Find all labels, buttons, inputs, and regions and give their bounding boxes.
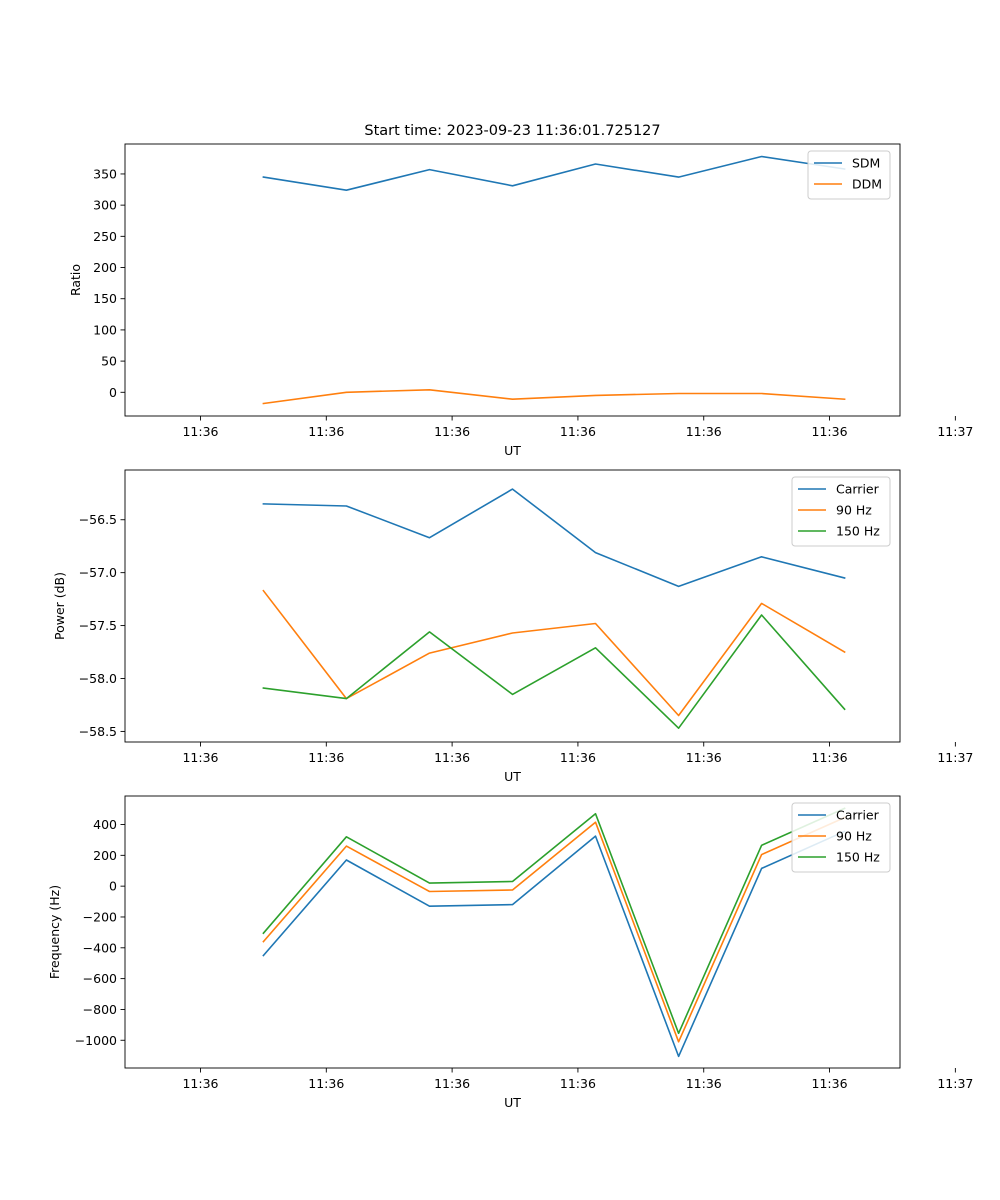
legend: Carrier 90 Hz 150 Hz <box>791 802 891 873</box>
x-tick-label: 11:36 <box>812 1076 848 1091</box>
series-line-carrier <box>262 830 846 1058</box>
x-axis-label: UT <box>504 443 521 458</box>
y-tick-label: −57.5 <box>79 618 117 633</box>
y-tick-label: 50 <box>101 354 117 369</box>
plots: Start time: 2023-09-23 11:36:01.725127 11… <box>47 123 973 1110</box>
y-axis-label: Ratio <box>68 264 83 296</box>
y-tick-label: −800 <box>83 1002 117 1017</box>
x-tick-label: 11:36 <box>308 424 344 439</box>
y-tick-label: −1000 <box>75 1033 117 1048</box>
y-tick-label: 200 <box>93 260 117 275</box>
legend-label: 150 Hz <box>836 524 880 539</box>
x-tick-label: 11:36 <box>812 424 848 439</box>
axes-frame <box>124 469 901 743</box>
x-tick-label: 11:36 <box>182 1076 218 1091</box>
legend-label: SDM <box>852 156 880 171</box>
legend-label: Carrier <box>836 808 880 823</box>
series-line-sdm <box>262 155 846 191</box>
series-line-90-hz <box>262 589 846 717</box>
x-tick-label: 11:36 <box>308 1076 344 1091</box>
legend: SDM DDM <box>807 150 891 200</box>
x-tick-label: 11:36 <box>182 750 218 765</box>
series-line-90-hz <box>262 816 846 1043</box>
y-tick-label: 100 <box>93 322 117 337</box>
series-line-ddm <box>262 388 846 405</box>
y-tick-label: 0 <box>109 879 117 894</box>
legend-label: DDM <box>852 177 882 192</box>
legend-label: 90 Hz <box>836 503 872 518</box>
legend-label: Carrier <box>836 482 880 497</box>
y-tick-label: −56.5 <box>79 512 117 527</box>
y-tick-label: −200 <box>83 909 117 924</box>
x-tick-label: 11:36 <box>434 1076 470 1091</box>
axes-frame <box>124 143 901 417</box>
x-tick-label: 11:36 <box>560 424 596 439</box>
series-line-150-hz <box>262 807 846 1035</box>
y-tick-label: −57.0 <box>79 565 117 580</box>
series-line-150-hz <box>262 614 846 730</box>
x-tick-label: 11:37 <box>937 424 973 439</box>
x-axis-label: UT <box>504 1095 521 1110</box>
axes-frame <box>124 795 901 1069</box>
y-tick-label: 200 <box>93 848 117 863</box>
x-axis-label: UT <box>504 769 521 784</box>
x-tick-label: 11:36 <box>686 1076 722 1091</box>
x-tick-label: 11:37 <box>937 1076 973 1091</box>
subplot-3: 11:36 11:36 11:36 11:36 11:36 11:36 11:37 −1000… <box>47 795 973 1110</box>
x-tick-label: 11:36 <box>434 750 470 765</box>
legend-box <box>791 802 891 873</box>
x-tick-label: 11:37 <box>937 750 973 765</box>
subplot-1: Start time: 2023-09-23 11:36:01.725127 11… <box>68 123 973 458</box>
legend-label: 90 Hz <box>836 829 872 844</box>
x-tick-label: 11:36 <box>812 750 848 765</box>
legend-label: 150 Hz <box>836 850 880 865</box>
y-tick-label: 400 <box>93 817 117 832</box>
legend: Carrier 90 Hz 150 Hz <box>791 476 891 547</box>
y-tick-label: 300 <box>93 198 117 213</box>
y-tick-label: 0 <box>109 385 117 400</box>
y-tick-label: −58.5 <box>79 724 117 739</box>
x-tick-label: 11:36 <box>560 750 596 765</box>
y-tick-label: −400 <box>83 940 117 955</box>
y-tick-label: −58.0 <box>79 671 117 686</box>
y-tick-label: −600 <box>83 971 117 986</box>
x-tick-label: 11:36 <box>560 1076 596 1091</box>
x-tick-label: 11:36 <box>182 424 218 439</box>
y-axis-label: Power (dB) <box>52 572 67 640</box>
x-tick-label: 11:36 <box>686 424 722 439</box>
y-tick-label: 150 <box>93 291 117 306</box>
x-tick-label: 11:36 <box>686 750 722 765</box>
subplot-2: 11:36 11:36 11:36 11:36 11:36 11:36 11:37 −58.5… <box>52 469 973 784</box>
y-tick-label: 350 <box>93 166 117 181</box>
chart-title: Start time: 2023-09-23 11:36:01.725127 <box>364 123 660 139</box>
x-tick-label: 11:36 <box>434 424 470 439</box>
x-tick-label: 11:36 <box>308 750 344 765</box>
y-axis-label: Frequency (Hz) <box>47 885 62 979</box>
y-tick-label: 250 <box>93 229 117 244</box>
series-line-carrier <box>262 488 846 588</box>
legend-box <box>791 476 891 547</box>
